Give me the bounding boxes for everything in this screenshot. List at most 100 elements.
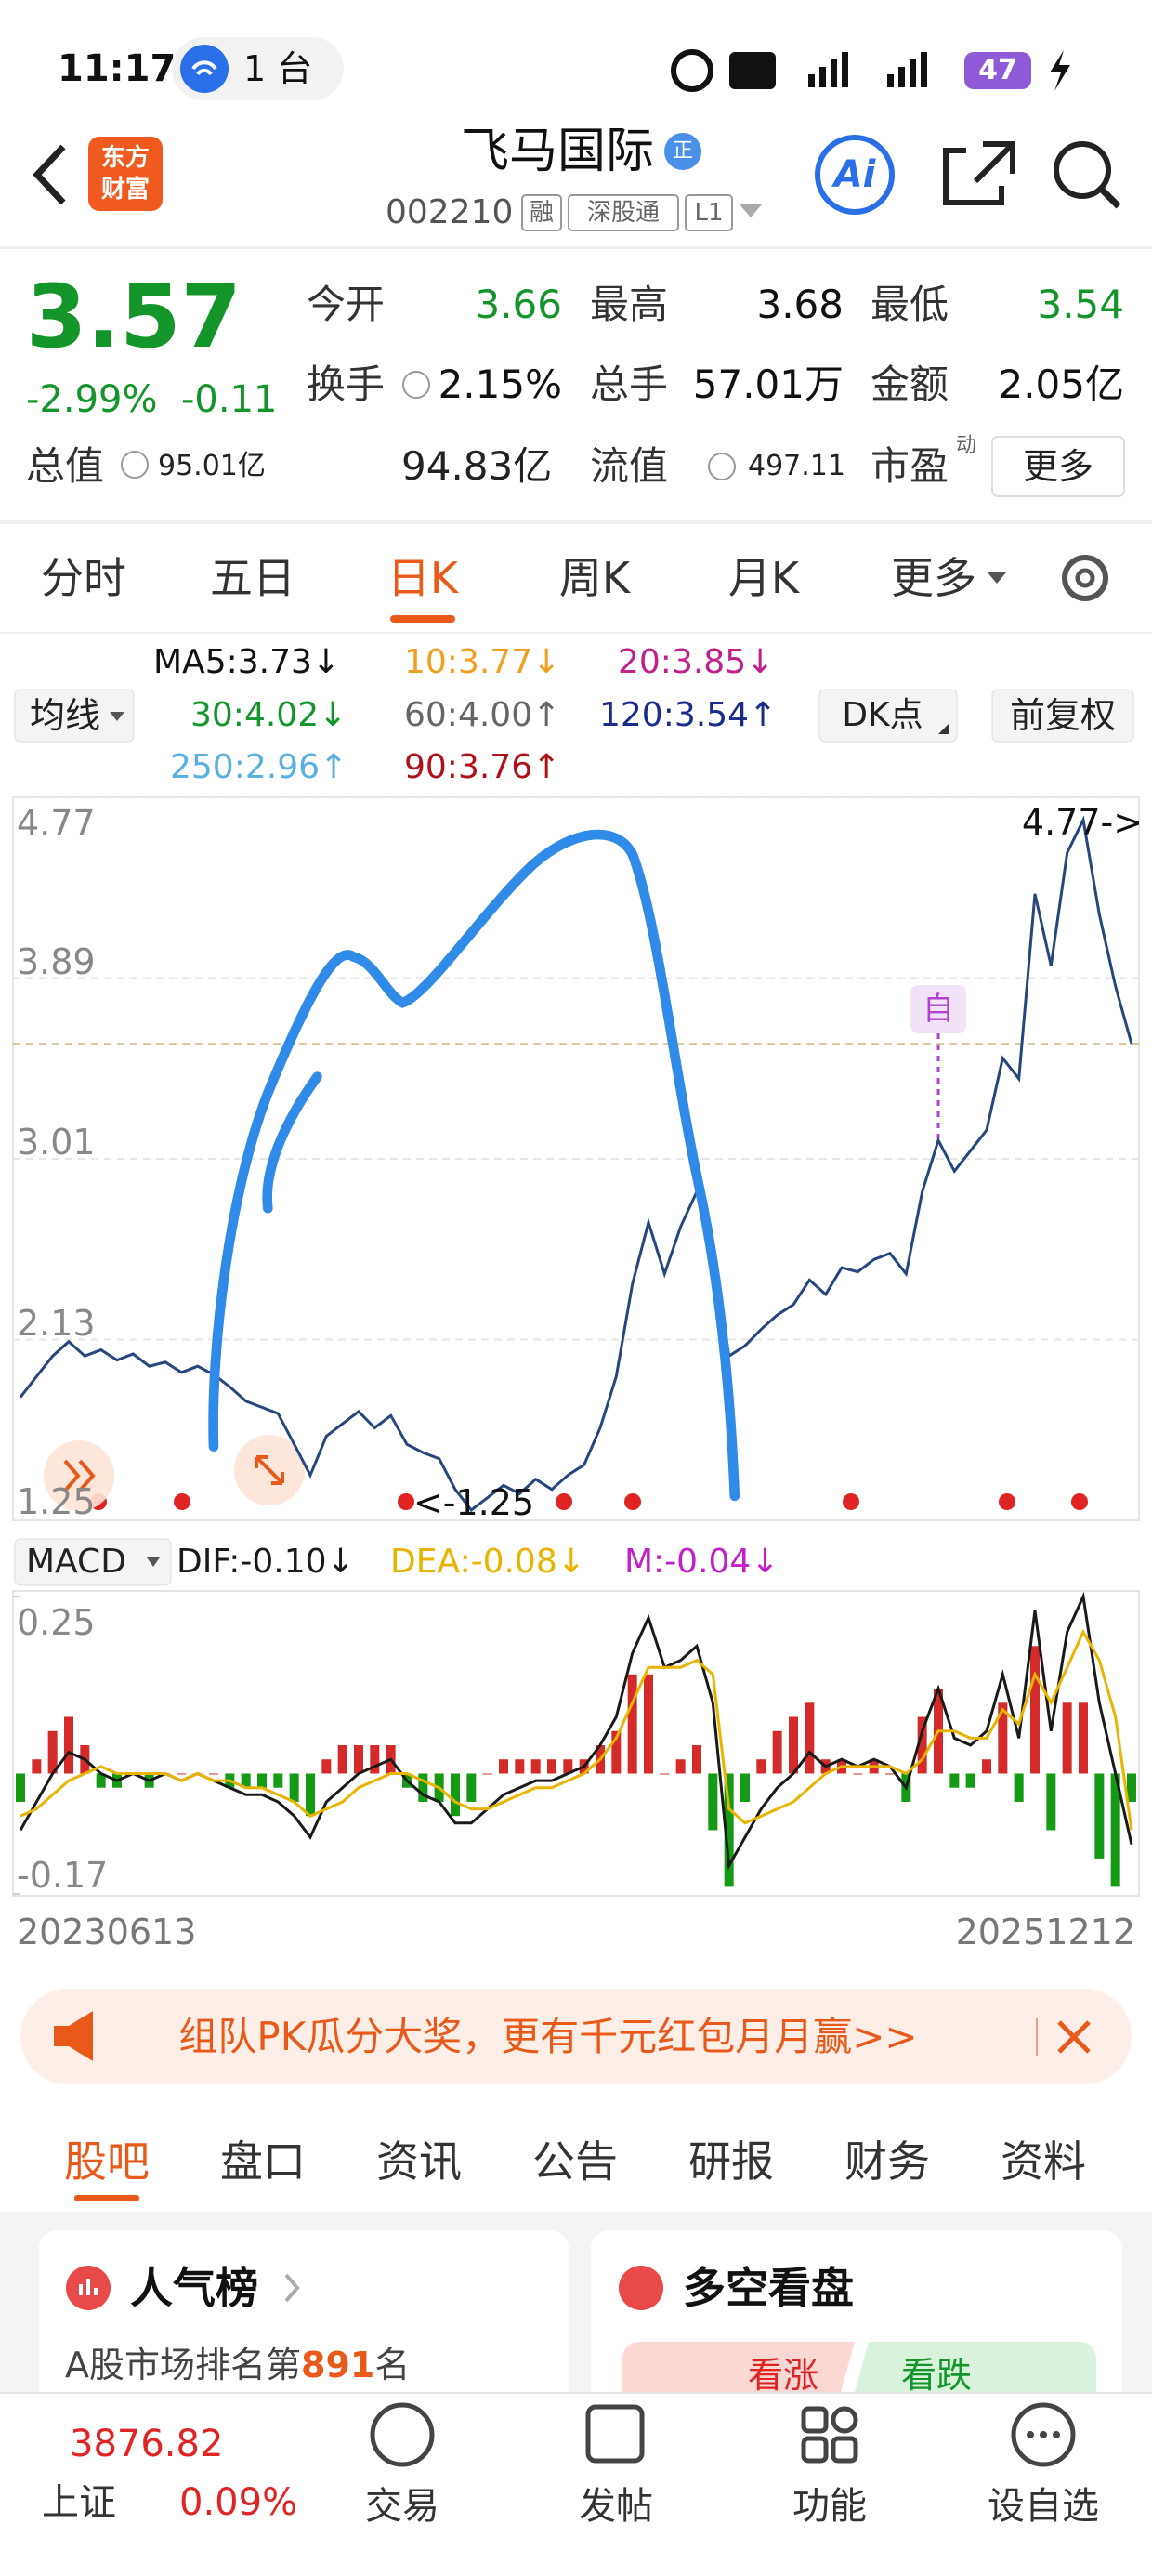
- rank-rank: 891: [301, 2345, 375, 2385]
- nav-item[interactable]: 设自选: [988, 2485, 1099, 2528]
- legend-label: DEA:-0.08↓: [390, 1543, 585, 1581]
- macd-selector-box[interactable]: [14, 1538, 172, 1586]
- stock-tag: 融: [529, 199, 555, 227]
- ma-label: 10:3.77↓: [404, 643, 561, 681]
- hotspot-label: 1 台: [243, 48, 313, 89]
- dk-label[interactable]: DK点: [842, 696, 923, 734]
- macd-bar: [209, 1773, 218, 1775]
- function-icon[interactable]: [801, 2406, 858, 2464]
- battery-icon: [964, 52, 1031, 89]
- period-tab[interactable]: 周K: [558, 553, 631, 603]
- macd-bar: [724, 1773, 734, 1887]
- macd-bar: [965, 1773, 975, 1788]
- more-label[interactable]: 更多: [1022, 446, 1094, 487]
- nav-item[interactable]: 发帖: [579, 2485, 653, 2528]
- macd-bar: [306, 1773, 315, 1817]
- ai-label[interactable]: Ai: [833, 153, 876, 196]
- macd-bar: [16, 1773, 25, 1802]
- macd-bar: [885, 1773, 895, 1775]
- macd-bar: [740, 1773, 750, 1802]
- index-value: 3876.82: [70, 2423, 224, 2465]
- field-label: 市盈: [871, 443, 949, 489]
- ma-label: 120:3.54↑: [599, 696, 778, 734]
- ai-button[interactable]: [815, 135, 895, 215]
- field-label: 总手: [590, 361, 669, 407]
- settings-button[interactable]: [1062, 555, 1108, 601]
- low-annotation: <-1.25: [412, 1482, 535, 1523]
- period-tab[interactable]: 五日: [210, 553, 295, 603]
- info-tab[interactable]: 财务: [844, 2136, 930, 2187]
- alarm-icon: [671, 49, 713, 92]
- y-tick-label: 4.77: [17, 803, 96, 844]
- popularity-card[interactable]: [39, 2230, 569, 2416]
- period-tab[interactable]: 分时: [41, 553, 126, 603]
- nav-item[interactable]: 功能: [792, 2485, 867, 2528]
- ma-label: 90:3.76↑: [404, 748, 561, 786]
- more-button[interactable]: [991, 436, 1125, 497]
- macd-selector-label[interactable]: MACD: [26, 1543, 126, 1581]
- code-dropdown[interactable]: [740, 204, 762, 217]
- ma-selector-label[interactable]: 均线: [29, 695, 101, 736]
- banner-close[interactable]: [1057, 2020, 1091, 2054]
- info-tab[interactable]: 公告: [532, 2136, 618, 2187]
- brand-text: 财富: [100, 176, 151, 204]
- macd-bar: [466, 1773, 477, 1802]
- watchlist-icon[interactable]: [1011, 2402, 1076, 2467]
- adjust-label[interactable]: 前复权: [1009, 695, 1117, 736]
- info-tab[interactable]: 股吧: [64, 2136, 150, 2187]
- macd-bar: [1127, 1773, 1136, 1802]
- info-tab[interactable]: 盘口: [220, 2136, 306, 2187]
- trade-icon[interactable]: [370, 2402, 435, 2467]
- period-tab[interactable]: 日K: [386, 553, 459, 603]
- ma-label: 20:3.85↓: [618, 643, 775, 681]
- legend-label: DIF:-0.10↓: [177, 1543, 355, 1581]
- macd-bar: [1030, 1646, 1040, 1774]
- field-value: 497.11: [748, 450, 845, 482]
- post-icon[interactable]: [585, 2404, 645, 2464]
- ma-label: 250:2.96↑: [170, 748, 348, 786]
- card-title: 人气榜: [130, 2263, 258, 2313]
- macd-bar: [515, 1759, 525, 1774]
- search-button[interactable]: [1054, 141, 1111, 199]
- info-tab-underline: [74, 2195, 139, 2201]
- banner[interactable]: [20, 1989, 1132, 2084]
- macd-bar: [1110, 1773, 1120, 1887]
- dk-button[interactable]: [818, 689, 958, 743]
- period-tab[interactable]: 月K: [727, 553, 800, 603]
- adjust-button[interactable]: [991, 689, 1134, 743]
- macd-bar: [708, 1773, 718, 1831]
- nav-item[interactable]: 交易: [365, 2485, 439, 2528]
- macd-bar: [241, 1773, 251, 1788]
- macd-bar: [998, 1702, 1008, 1774]
- brand-logo: [88, 137, 163, 211]
- field-value: 3.54: [1037, 282, 1124, 327]
- macd-bar: [370, 1745, 380, 1774]
- field-label: 总值: [26, 443, 105, 489]
- change-amount: -0.11: [181, 378, 278, 421]
- period-tab[interactable]: 更多: [891, 553, 976, 603]
- y-tick-label: 0.25: [17, 1602, 96, 1643]
- field-value: 95.01亿: [158, 450, 266, 482]
- info-tab[interactable]: 研报: [688, 2136, 774, 2187]
- ma-selector[interactable]: [14, 689, 135, 743]
- macd-bar: [917, 1716, 927, 1774]
- title-badge-text: 正: [672, 139, 694, 163]
- macd-bar: [611, 1730, 622, 1774]
- index-change: 0.09%: [179, 2481, 298, 2524]
- info-tab[interactable]: 资料: [1001, 2136, 1086, 2187]
- macd-bar: [354, 1745, 363, 1774]
- macd-bar: [273, 1773, 283, 1788]
- back-button[interactable]: [33, 144, 66, 205]
- banner-text[interactable]: 组队PK瓜分大奖，更有千元红包月月赢>>: [178, 2014, 918, 2059]
- share-button[interactable]: [943, 141, 1015, 205]
- info-tab[interactable]: 资讯: [376, 2136, 462, 2187]
- macd-bar: [1014, 1773, 1024, 1802]
- hd-icon: [729, 52, 776, 89]
- macd-bar: [337, 1745, 347, 1774]
- bull-button[interactable]: 看涨: [747, 2355, 819, 2396]
- banner-icon: [54, 2011, 93, 2061]
- field-label: 最高: [590, 282, 669, 327]
- bear-button[interactable]: 看跌: [900, 2355, 973, 2396]
- ma-label: MA5:3.73↓: [153, 643, 341, 681]
